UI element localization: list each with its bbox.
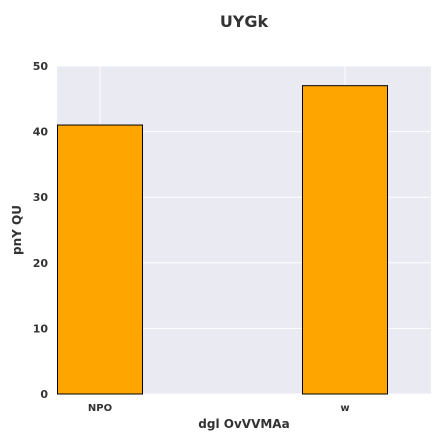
- y-tick-label: 50: [33, 60, 49, 73]
- chart-title: UYGk: [220, 12, 269, 31]
- x-axis-ticks: NPO w: [88, 403, 350, 414]
- y-tick-label: 20: [33, 257, 49, 270]
- x-tick-label: NPO: [88, 403, 112, 414]
- y-tick-label: 10: [33, 322, 49, 335]
- y-tick-label: 30: [33, 191, 49, 204]
- y-tick-label: 0: [40, 388, 48, 401]
- y-axis-ticks: 0 10 20 30 40 50: [33, 60, 49, 401]
- y-tick-label: 40: [33, 126, 49, 139]
- x-axis-label: dgl OvVVMAa: [198, 417, 289, 431]
- x-tick-label: w: [340, 403, 349, 414]
- y-axis-label: pnY QU: [10, 205, 24, 255]
- bar-w: [302, 85, 388, 395]
- bars: [57, 85, 388, 395]
- bar-NPO: [57, 124, 143, 395]
